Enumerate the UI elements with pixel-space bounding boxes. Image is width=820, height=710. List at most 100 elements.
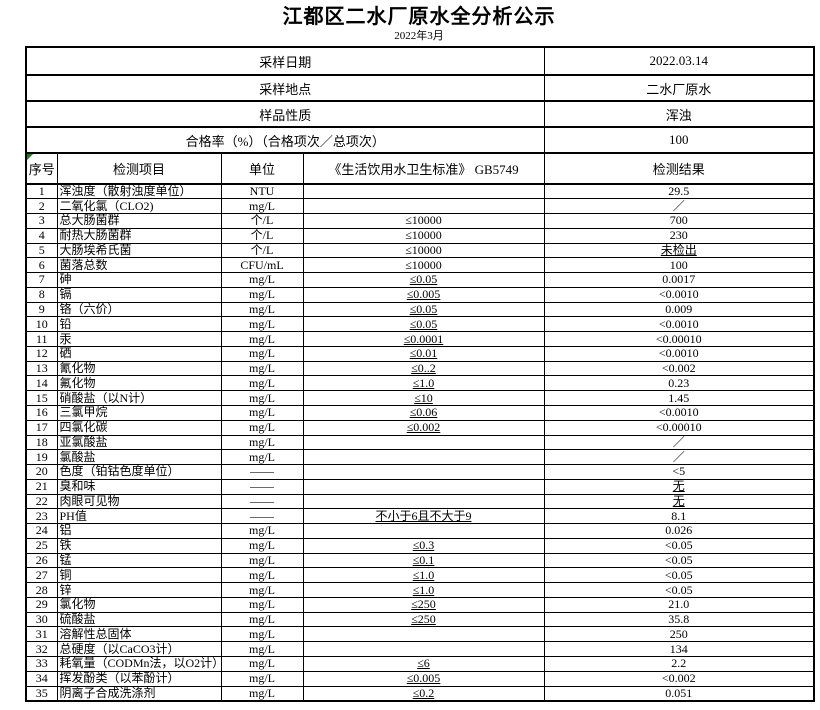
cell-no: 16 — [25, 404, 58, 421]
cell-item: 氟化物 — [56, 375, 222, 392]
cell-item: 硫酸盐 — [56, 611, 222, 628]
table-row: 5 大肠埃希氏菌 个/L ≤10000 未检出 — [25, 242, 815, 259]
cell-result: 700 — [543, 213, 815, 229]
info-row-sample-nature: 样品性质 浑浊 — [25, 100, 815, 128]
cell-item: 铁 — [56, 537, 222, 554]
cell-result: 134 — [543, 641, 815, 657]
cell-standard: ≤0.005 — [302, 286, 545, 303]
cell-unit: mg/L — [220, 656, 304, 672]
cell-unit: mg/L — [220, 198, 304, 215]
cell-no: 22 — [25, 493, 58, 510]
cell-unit: mg/L — [220, 596, 304, 613]
sheet: 江都区二水厂原水全分析公示 2022年3月 采样日期 2022.03.14 采样… — [25, 0, 816, 702]
cell-result: 29.5 — [543, 183, 815, 200]
cell-unit: mg/L — [220, 449, 304, 466]
cell-standard — [302, 641, 545, 657]
cell-unit: —— — [220, 478, 304, 495]
cell-standard: ≤0.005 — [302, 670, 545, 687]
cell-result: <5 — [543, 464, 815, 480]
table-row: 14 氟化物 mg/L ≤1.0 0.23 — [25, 375, 815, 392]
cell-result: <0.0010 — [543, 286, 815, 303]
col-header-no: 序号 — [25, 152, 58, 185]
cell-standard: ≤0.1 — [302, 552, 545, 569]
cell-no: 11 — [25, 331, 58, 347]
cell-result: <0.0010 — [543, 345, 815, 362]
cell-no: 3 — [25, 213, 58, 229]
table-row: 28 锌 mg/L ≤1.0 <0.05 — [25, 582, 815, 598]
column-header-row: 序号 检测项目 单位 《生活饮用水卫生标准》 GB5749 检测结果 — [25, 152, 815, 185]
cell-result: 230 — [543, 227, 815, 244]
cell-item: 色度（铂钴色度单位） — [56, 464, 222, 480]
cell-item: 铝 — [56, 523, 222, 539]
table-row: 29 氯化物 mg/L ≤250 21.0 — [25, 596, 815, 613]
cell-no: 7 — [25, 272, 58, 288]
cell-item: 铬（六价） — [56, 301, 222, 318]
cell-standard: ≤0.05 — [302, 316, 545, 333]
cell-no: 35 — [25, 685, 58, 702]
table-row: 10 铅 mg/L ≤0.05 <0.0010 — [25, 316, 815, 333]
cell-no: 28 — [25, 582, 58, 598]
table-row: 3 总大肠菌群 个/L ≤10000 700 — [25, 213, 815, 229]
table-row: 33 耗氧量（CODMn法，以O2计） mg/L ≤6 2.2 — [25, 656, 815, 672]
cell-result: ／ — [543, 434, 815, 451]
table-row: 11 汞 mg/L ≤0.0001 <0.00010 — [25, 331, 815, 347]
info-value: 2022.03.14 — [543, 46, 815, 76]
cell-item: 砷 — [56, 272, 222, 288]
table-row: 13 氰化物 mg/L ≤0..2 <0.002 — [25, 360, 815, 377]
cell-item: 氰化物 — [56, 360, 222, 377]
cell-result: 21.0 — [543, 596, 815, 613]
table-row: 35 阴离子合成洗涤剂 mg/L ≤0.2 0.051 — [25, 685, 815, 702]
table-row: 30 硫酸盐 mg/L ≤250 35.8 — [25, 611, 815, 628]
info-section: 采样日期 2022.03.14 采样地点 二水厂原水 样品性质 浑浊 合格率（%… — [25, 46, 815, 185]
cell-result: 250 — [543, 626, 815, 643]
cell-standard: ≤0.3 — [302, 537, 545, 554]
cell-no: 6 — [25, 257, 58, 274]
cell-result: 100 — [543, 257, 815, 274]
cell-standard — [302, 434, 545, 451]
cell-no: 26 — [25, 552, 58, 569]
col-header-result: 检测结果 — [543, 152, 815, 185]
cell-no: 23 — [25, 508, 58, 525]
cell-unit: mg/L — [220, 567, 304, 584]
table-row: 4 耐热大肠菌群 个/L ≤10000 230 — [25, 227, 815, 244]
cell-unit: mg/L — [220, 316, 304, 333]
table-row: 32 总硬度（以CaCO3计） mg/L 134 — [25, 641, 815, 657]
corner-flag-icon — [27, 154, 33, 160]
cell-result: 未检出 — [543, 242, 815, 259]
cell-no: 9 — [25, 301, 58, 318]
cell-result: 35.8 — [543, 611, 815, 628]
cell-unit: mg/L — [220, 404, 304, 421]
cell-standard — [302, 183, 545, 200]
cell-item: 臭和味 — [56, 478, 222, 495]
cell-unit: mg/L — [220, 611, 304, 628]
col-header-item: 检测项目 — [56, 152, 222, 185]
info-label: 合格率（%）（合格项次／总项次） — [25, 126, 545, 154]
cell-no: 4 — [25, 227, 58, 244]
cell-unit: mg/L — [220, 670, 304, 687]
cell-unit: 个/L — [220, 242, 304, 259]
cell-no: 32 — [25, 641, 58, 657]
cell-item: 二氧化氯（CLO2) — [56, 198, 222, 215]
table-row: 23 PH值 —— 不小于6且不大于9 8.1 — [25, 508, 815, 525]
cell-item: 三氯甲烷 — [56, 404, 222, 421]
cell-standard — [302, 449, 545, 466]
info-row-sample-date: 采样日期 2022.03.14 — [25, 46, 815, 76]
cell-unit: mg/L — [220, 537, 304, 554]
cell-no: 17 — [25, 419, 58, 436]
cell-standard: ≤250 — [302, 611, 545, 628]
cell-standard: ≤1.0 — [302, 582, 545, 598]
cell-standard: ≤0.05 — [302, 272, 545, 288]
cell-result: <0.00010 — [543, 419, 815, 436]
cell-standard — [302, 493, 545, 510]
cell-standard: ≤1.0 — [302, 375, 545, 392]
cell-item: 浑浊度（散射浊度单位） — [56, 183, 222, 200]
info-row-sample-site: 采样地点 二水厂原水 — [25, 74, 815, 102]
cell-no: 30 — [25, 611, 58, 628]
cell-no: 21 — [25, 478, 58, 495]
cell-unit: mg/L — [220, 552, 304, 569]
cell-result: <0.05 — [543, 567, 815, 584]
cell-result: 无 — [543, 493, 815, 510]
table-row: 27 铜 mg/L ≤1.0 <0.05 — [25, 567, 815, 584]
table-row: 7 砷 mg/L ≤0.05 0.0017 — [25, 272, 815, 288]
cell-no: 33 — [25, 656, 58, 672]
